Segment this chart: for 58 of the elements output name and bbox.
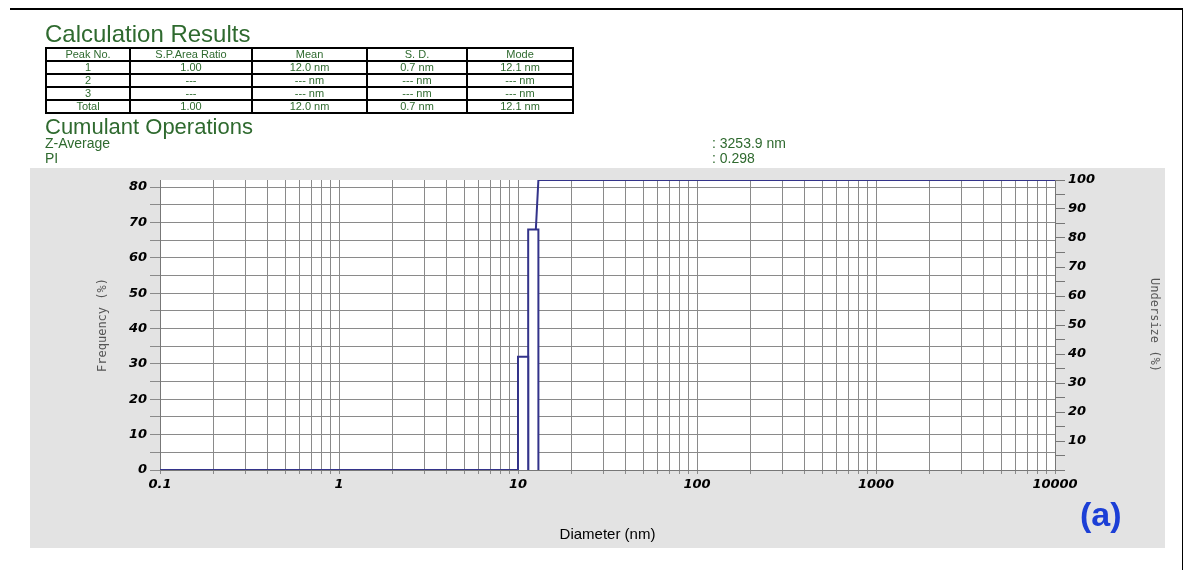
text: 3 xyxy=(46,87,130,100)
text: 1 xyxy=(46,61,130,74)
text: Mode xyxy=(467,48,573,61)
y2-tick-label: 80 xyxy=(1068,229,1087,245)
text: --- xyxy=(130,74,252,87)
y-tick-label: 50 xyxy=(128,284,147,300)
text: Peak No. xyxy=(46,48,130,61)
text: Total xyxy=(46,100,130,113)
text: : 0.298 xyxy=(712,150,755,166)
text: --- nm xyxy=(467,87,573,100)
y2-tick-label: 60 xyxy=(1068,287,1087,303)
text: --- xyxy=(130,87,252,100)
text: --- nm xyxy=(367,87,467,100)
text: S.P.Area Ratio xyxy=(130,48,252,61)
text: 12.0 nm xyxy=(252,100,367,113)
y-tick-label: 0 xyxy=(137,461,147,477)
y2-tick-label: 90 xyxy=(1068,200,1087,216)
text: 12.1 nm xyxy=(467,61,573,74)
text: : 3253.9 nm xyxy=(712,135,786,151)
text: 1.00 xyxy=(130,100,252,113)
text: Mean xyxy=(252,48,367,61)
y2-tick-label: 10 xyxy=(1068,432,1087,448)
y-tick-label: 40 xyxy=(127,319,147,335)
text: 12.0 nm xyxy=(252,61,367,74)
text: (a) xyxy=(1080,495,1122,534)
x-tick-label: 0.1 xyxy=(148,476,172,492)
text: --- nm xyxy=(467,74,573,87)
text: S. D. xyxy=(367,48,467,61)
text: 0.7 nm xyxy=(367,100,467,113)
y2-tick-label: 100 xyxy=(1068,171,1096,187)
chart-title: Calculation Results xyxy=(45,20,251,48)
y2-tick-label: 40 xyxy=(1067,345,1087,361)
y-tick-label: 80 xyxy=(128,178,147,194)
y2-tick-label: 70 xyxy=(1068,258,1087,274)
text: --- nm xyxy=(252,74,367,87)
y-tick-label: 60 xyxy=(128,249,147,265)
x-tick-label: 1 xyxy=(334,476,344,492)
text: --- nm xyxy=(367,74,467,87)
y-tick-label: 10 xyxy=(128,426,147,442)
x-axis-title: Diameter (nm) xyxy=(559,525,656,543)
text: --- nm xyxy=(252,87,367,100)
y-tick-label: 70 xyxy=(128,213,147,229)
y-tick-label: 30 xyxy=(128,355,147,371)
y-tick-label: 20 xyxy=(128,390,147,406)
y2-tick-label: 50 xyxy=(1068,316,1087,332)
y-axis-title: Frequency (%) xyxy=(95,278,110,372)
text: 0.7 nm xyxy=(367,61,467,74)
text: PI xyxy=(45,150,59,166)
y2-axis-title: Undersize (%) xyxy=(1147,278,1162,372)
y2-tick-label: 20 xyxy=(1068,403,1087,419)
x-tick-label: 1000 xyxy=(857,476,895,492)
text: 1.00 xyxy=(130,61,252,74)
y2-tick-label: 30 xyxy=(1068,374,1087,390)
text: 12.1 nm xyxy=(467,100,573,113)
text: 2 xyxy=(46,74,130,87)
x-tick-label: 100 xyxy=(683,476,711,492)
x-tick-label: 10 xyxy=(508,476,528,492)
x-tick-label: 10000 xyxy=(1032,476,1078,492)
